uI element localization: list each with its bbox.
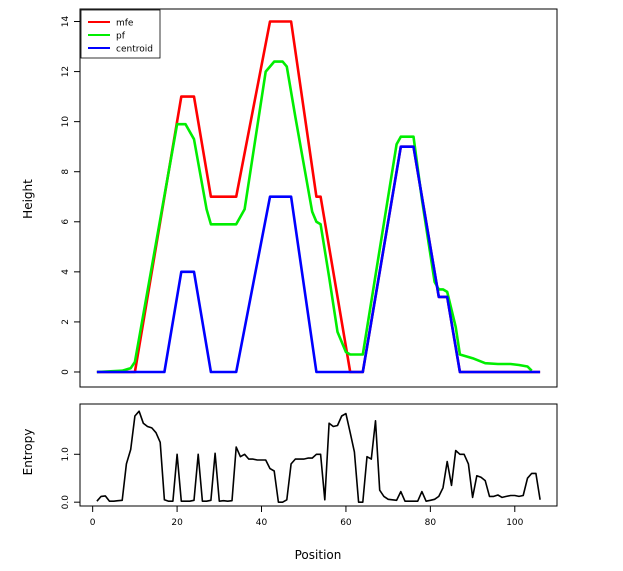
height-y-tick-label: 12 bbox=[61, 66, 71, 77]
series-line-pf bbox=[96, 60, 533, 374]
position-x-tick-label: 60 bbox=[340, 518, 352, 528]
position-x-label: Position bbox=[295, 548, 342, 562]
legend-label-centroid: centroid bbox=[116, 45, 153, 55]
entropy-y-label: Entropy bbox=[21, 429, 35, 476]
entropy-y-tick-label: 1.0 bbox=[61, 447, 71, 462]
height-plot-frame bbox=[79, 8, 558, 388]
legend: mfe pf centroid bbox=[80, 9, 161, 59]
height-y-tick-label: 0 bbox=[61, 369, 71, 375]
height-y-label: Height bbox=[21, 179, 35, 219]
height-series bbox=[96, 20, 541, 374]
height-y-tick-label: 4 bbox=[61, 269, 71, 275]
entropy-x-axis: 0 20 40 60 80 100 bbox=[90, 505, 524, 528]
position-x-tick-label: 40 bbox=[256, 518, 268, 528]
position-x-tick-label: 100 bbox=[506, 518, 523, 528]
position-x-tick-label: 0 bbox=[90, 518, 96, 528]
series-line-entropy bbox=[96, 410, 541, 504]
legend-label-pf: pf bbox=[116, 32, 126, 42]
entropy-y-axis: 0.0 1.0 bbox=[61, 447, 80, 509]
entropy-panel: 0 20 40 60 80 100 0.0 1.0 Entropy Position bbox=[21, 403, 558, 562]
height-y-tick-label: 10 bbox=[61, 116, 71, 128]
position-x-tick-label: 80 bbox=[425, 518, 437, 528]
series-line-centroid bbox=[96, 145, 541, 374]
entropy-y-tick-label: 0.0 bbox=[61, 495, 71, 510]
height-y-tick-label: 6 bbox=[61, 219, 71, 225]
height-y-tick-label: 14 bbox=[61, 16, 71, 28]
position-x-tick-label: 20 bbox=[171, 518, 183, 528]
height-y-axis: 0 2 4 6 8 10 12 14 bbox=[61, 16, 80, 375]
height-panel: 0 2 4 6 8 10 12 14 Height mfe pf centroid bbox=[21, 8, 558, 388]
height-y-tick-label: 8 bbox=[61, 169, 71, 175]
legend-label-mfe: mfe bbox=[116, 19, 134, 29]
height-y-tick-label: 2 bbox=[61, 319, 71, 325]
entropy-series bbox=[96, 410, 541, 504]
